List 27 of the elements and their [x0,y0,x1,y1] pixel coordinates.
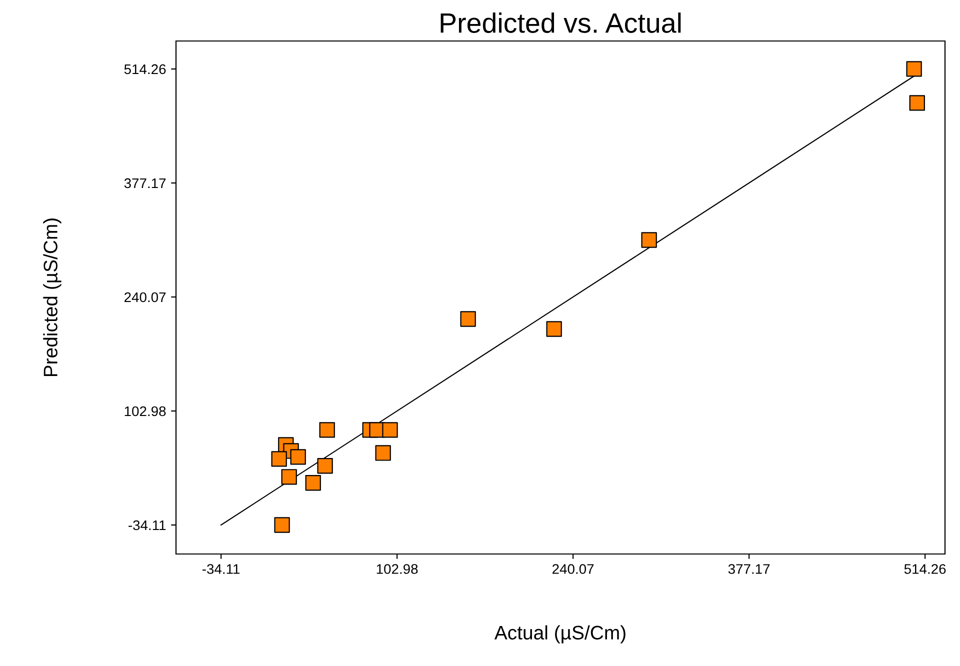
point [641,232,657,248]
point [906,61,922,77]
x-tick-label: 240.07 [552,564,594,574]
x-tick-label: 514.26 [904,564,946,574]
point [290,449,306,465]
point [375,445,391,461]
point [317,458,333,474]
point [281,469,297,485]
point [460,311,476,327]
y-tick-label: 377.17 [124,178,166,188]
point [274,517,290,533]
point [909,95,925,111]
point [271,451,287,467]
y-tick-label: 514.26 [124,64,166,74]
chart-title: Predicted vs. Actual [440,12,681,33]
x-axis-title: Actual (µS/Cm) [494,625,626,644]
point [319,422,335,438]
x-tick-label: 377.17 [728,564,770,574]
x-tick-label: -34.11 [202,564,240,574]
point [305,475,321,491]
y-tick-label: 240.07 [124,292,166,302]
point [546,321,562,337]
point [382,422,398,438]
y-tick-label: -34.11 [128,520,166,530]
y-tick-label: 102.98 [124,406,166,416]
y-axis-title: Predicted (µS/Cm) [43,218,62,376]
x-tick-label: 102.98 [376,564,418,574]
